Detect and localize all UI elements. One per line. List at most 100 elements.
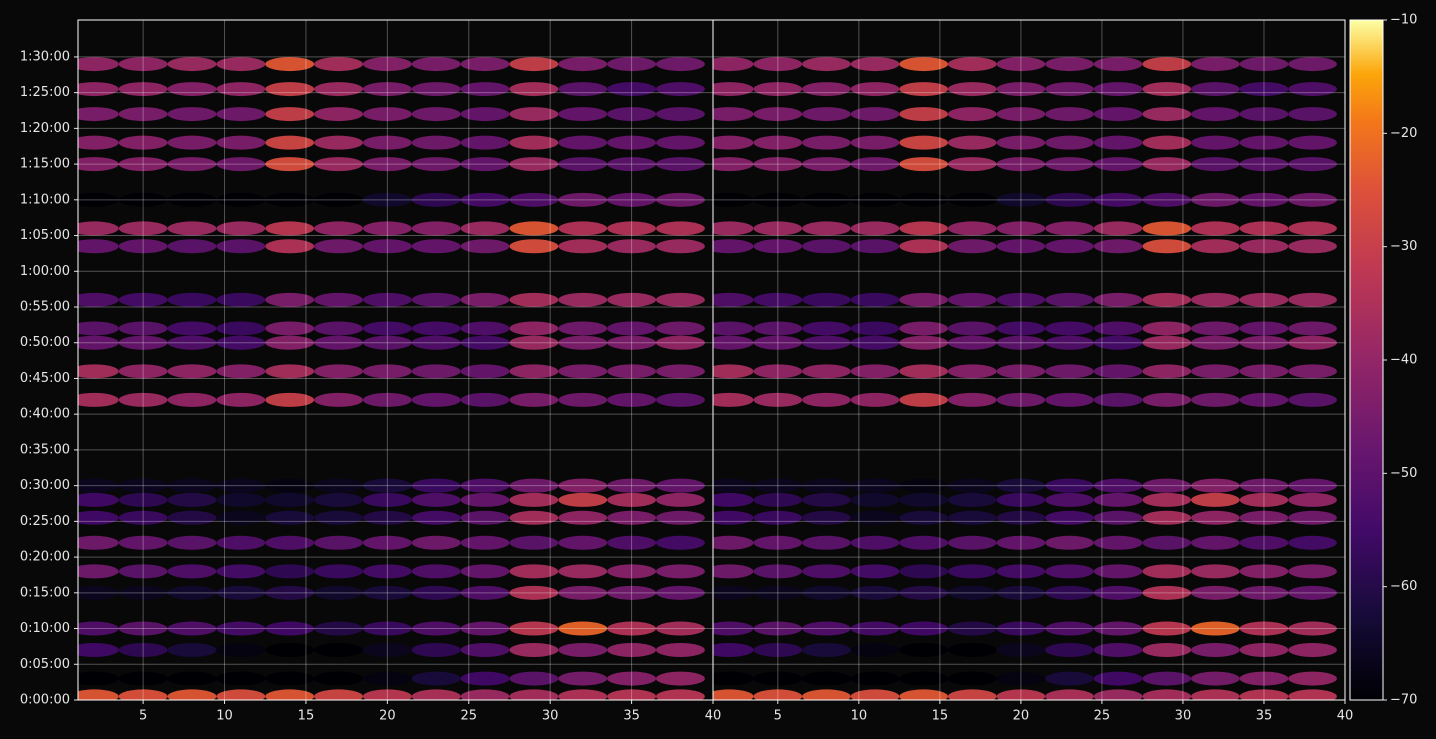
heat-cell <box>1045 135 1094 150</box>
heat-cell <box>1288 335 1337 350</box>
heat-cell <box>1239 239 1289 254</box>
heat-cell <box>460 642 510 657</box>
heat-cell <box>118 321 168 336</box>
heat-cell <box>1142 510 1192 525</box>
heat-cell <box>996 57 1046 72</box>
heat-cell <box>460 564 510 579</box>
heat-cell <box>265 564 315 579</box>
heat-cell <box>314 535 363 550</box>
heat-cell <box>314 392 363 407</box>
heat-cell <box>265 335 315 350</box>
heat-cell <box>314 335 363 350</box>
heat-cell <box>753 321 803 336</box>
heat-cell <box>802 564 851 579</box>
heat-cell <box>899 82 948 97</box>
y-tick-label: 0:55:00 <box>20 300 70 315</box>
heat-cell <box>216 478 266 493</box>
heat-cell <box>1239 392 1289 407</box>
heat-cell <box>460 321 510 336</box>
heat-cell <box>850 492 900 507</box>
heat-cell <box>362 564 412 579</box>
y-tick-label: 1:05:00 <box>20 228 70 243</box>
heat-cell <box>78 292 119 307</box>
heat-cell <box>411 335 461 350</box>
y-tick-label: 0:45:00 <box>20 371 70 386</box>
heat-cell <box>656 157 705 172</box>
heat-cell <box>996 510 1046 525</box>
heat-cell <box>899 239 948 254</box>
heat-cell <box>1239 221 1289 236</box>
heat-cell <box>1191 671 1240 686</box>
heat-cell <box>899 492 948 507</box>
heat-cell <box>656 292 705 307</box>
heat-cell <box>713 157 754 172</box>
heat-cell <box>802 82 851 97</box>
heat-cell <box>899 364 948 379</box>
heat-cell <box>947 535 997 550</box>
heat-cell <box>558 364 608 379</box>
heat-cell <box>314 321 363 336</box>
heat-cell <box>314 192 363 207</box>
heat-cell <box>947 492 997 507</box>
heat-cell <box>1093 221 1143 236</box>
heat-cell <box>1288 364 1337 379</box>
heat-cell <box>1239 585 1289 600</box>
heat-cell <box>78 221 119 236</box>
heat-cell <box>656 335 705 350</box>
heat-cell <box>362 689 412 700</box>
heat-cell <box>1288 82 1337 97</box>
heat-cell <box>558 239 608 254</box>
heat-cell <box>1142 564 1192 579</box>
heat-cell <box>216 585 266 600</box>
heat-cell <box>1288 107 1337 122</box>
heat-cell <box>78 321 119 336</box>
heat-cell <box>713 335 754 350</box>
heat-cell <box>1045 478 1094 493</box>
heat-cell <box>411 192 461 207</box>
heat-cell <box>753 585 803 600</box>
heat-cell <box>996 192 1046 207</box>
x-tick-label: 30 <box>1175 709 1192 724</box>
heat-cell <box>167 221 217 236</box>
heat-cell <box>947 221 997 236</box>
heat-cell <box>947 689 997 700</box>
heat-cell <box>216 392 266 407</box>
heat-cell <box>265 392 315 407</box>
heat-cell <box>411 621 461 636</box>
heat-cell <box>1093 57 1143 72</box>
heat-cell <box>850 321 900 336</box>
heat-cell <box>460 671 510 686</box>
heat-cell <box>1239 364 1289 379</box>
heat-cell <box>1142 478 1192 493</box>
heat-cell <box>118 492 168 507</box>
heat-cell <box>753 107 803 122</box>
heat-cell <box>713 192 754 207</box>
heat-cell <box>216 221 266 236</box>
heat-cell <box>753 478 803 493</box>
heat-cell <box>802 239 851 254</box>
heat-cell <box>753 239 803 254</box>
heat-cell <box>1142 585 1192 600</box>
heat-cell <box>1239 689 1289 700</box>
heat-cell <box>314 689 363 700</box>
heat-cell <box>411 57 461 72</box>
heatmap-cells <box>78 57 705 700</box>
heat-cell <box>118 621 168 636</box>
heat-cell <box>118 642 168 657</box>
y-tick-label: 1:25:00 <box>20 85 70 100</box>
heat-cell <box>558 107 608 122</box>
heat-cell <box>411 292 461 307</box>
heat-cell <box>558 535 608 550</box>
heat-cell <box>1093 135 1143 150</box>
heat-cell <box>802 689 851 700</box>
heat-cell <box>460 192 510 207</box>
heat-cell <box>78 642 119 657</box>
heat-cell <box>802 621 851 636</box>
heat-cell <box>1288 671 1337 686</box>
heat-cell <box>1093 642 1143 657</box>
heat-cell <box>899 392 948 407</box>
heat-cell <box>362 671 412 686</box>
heat-cell <box>802 107 851 122</box>
heat-cell <box>850 292 900 307</box>
heat-cell <box>216 157 266 172</box>
